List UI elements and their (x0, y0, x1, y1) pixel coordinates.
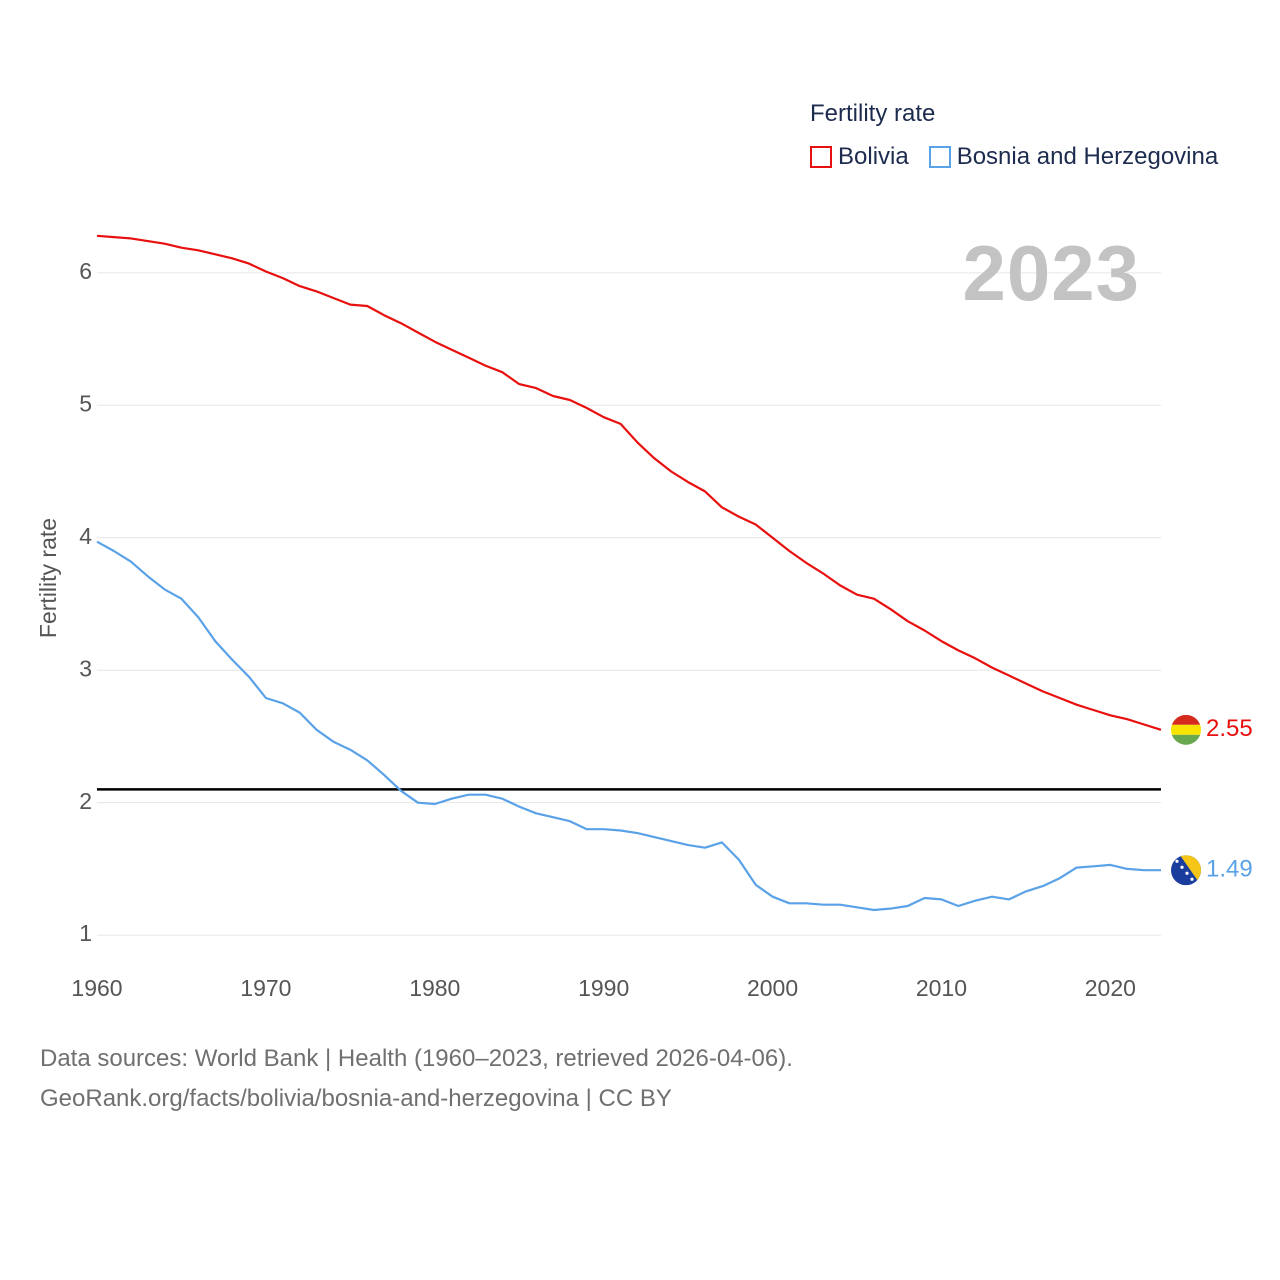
y-axis-title: Fertility rate (35, 518, 61, 638)
bolivia-flag-icon (1171, 714, 1201, 745)
end-marker-bolivia (1171, 714, 1201, 745)
legend-item-bolivia[interactable]: Bolivia (810, 143, 909, 171)
legend-swatch-bosnia (928, 146, 951, 168)
x-tick-2020: 2020 (1085, 975, 1136, 1001)
end-label-bosnia: 1.49 (1206, 856, 1253, 883)
series-line-bosnia (96, 540, 1161, 912)
grid-layer (97, 272, 1161, 936)
y-tick-1: 1 (79, 920, 92, 946)
end-label-bolivia: 2.55 (1206, 715, 1253, 742)
y-tick-2: 2 (79, 788, 92, 814)
legend-label-bosnia: Bosnia and Herzegovina (956, 143, 1219, 170)
x-tick-2010: 2010 (916, 975, 967, 1001)
legend-label-bolivia: Bolivia (838, 143, 909, 170)
x-tick-1970: 1970 (240, 975, 291, 1001)
year-label: 2023 (962, 229, 1140, 317)
end-marker-bosnia (1171, 855, 1201, 886)
legend-swatch-bolivia (810, 146, 832, 168)
source-line-2: GeoRank.org/facts/bolivia/bosnia-and-her… (40, 1085, 672, 1112)
y-tick-5: 5 (79, 390, 92, 416)
x-tick-2000: 2000 (747, 975, 798, 1001)
x-tick-labels: 1960 1970 1980 1990 2000 2010 2020 (71, 975, 1136, 1001)
legend: Bolivia Bosnia and Herzegovina (810, 142, 1238, 172)
bosnia-flag-icon (1171, 855, 1201, 886)
series-line-bolivia (96, 234, 1162, 731)
source-line-1: Data sources: World Bank | Health (1960–… (40, 1045, 793, 1072)
x-tick-1990: 1990 (578, 975, 629, 1001)
x-tick-1980: 1980 (409, 975, 460, 1001)
y-tick-4: 4 (79, 523, 92, 549)
y-tick-labels: 1 2 3 4 5 6 (79, 258, 92, 946)
x-tick-1960: 1960 (71, 975, 122, 1001)
y-tick-3: 3 (79, 655, 92, 681)
y-tick-6: 6 (79, 258, 92, 284)
legend-title: Fertility rate (810, 100, 936, 127)
legend-item-bosnia[interactable]: Bosnia and Herzegovina (928, 143, 1219, 171)
series-layer (96, 234, 1162, 912)
end-markers: 2.55 1.49 (1171, 714, 1253, 886)
